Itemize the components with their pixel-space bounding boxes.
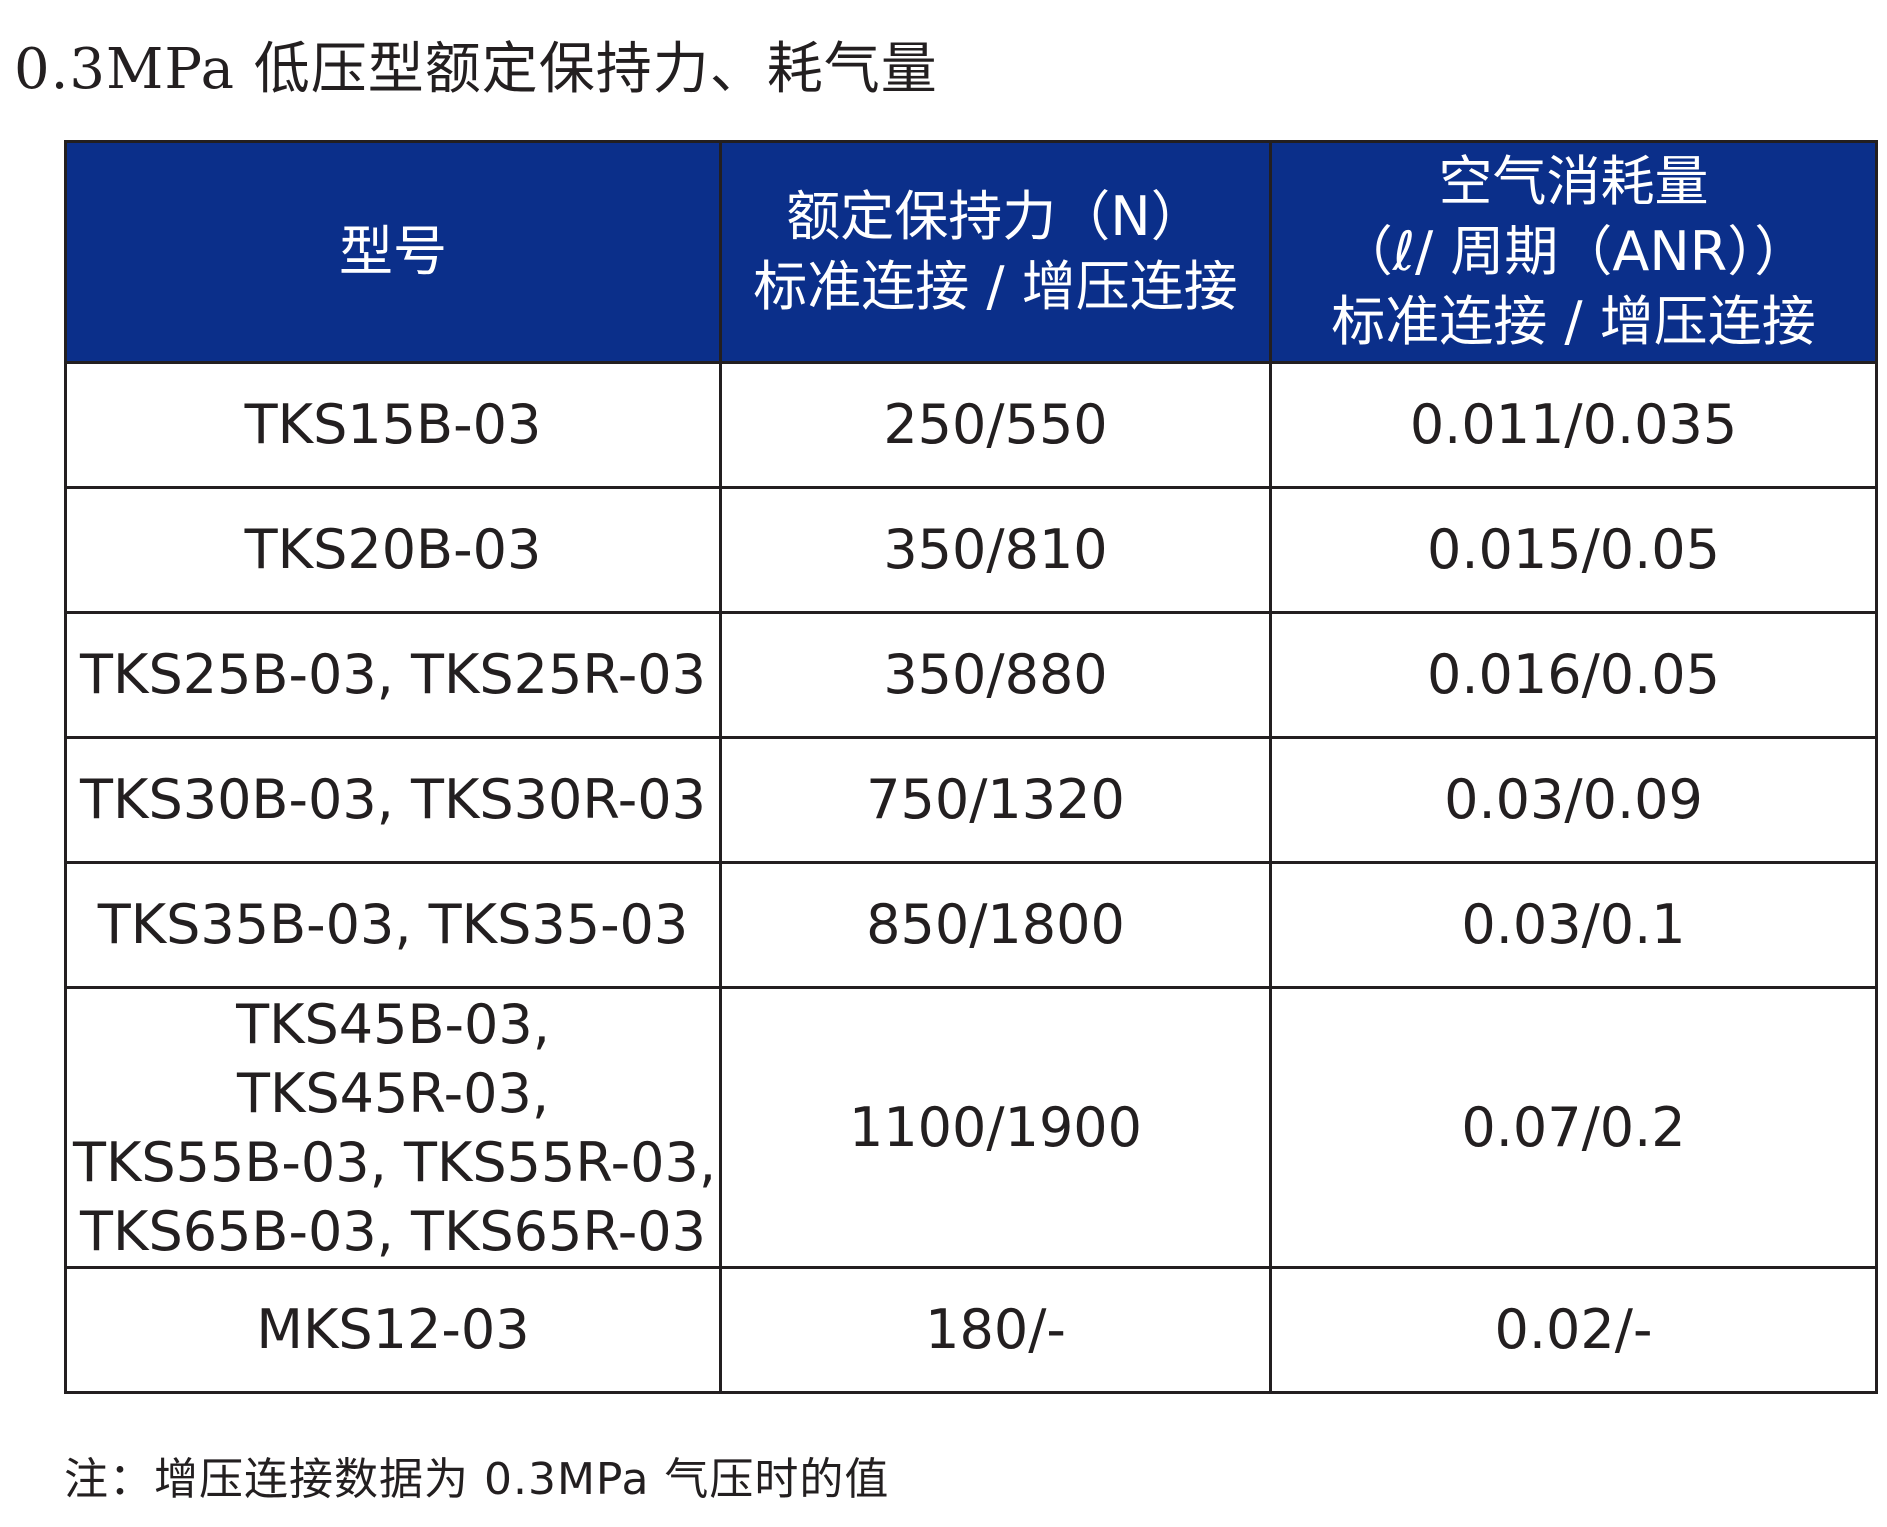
table-row: TKS30B-03, TKS30R-03 750/1320 0.03/0.09 — [64, 736, 1878, 864]
header-air-line: 标准连接 / 增压连接 — [1331, 290, 1816, 353]
force-cell: 850/1800 — [719, 861, 1272, 989]
air-cell: 0.02/- — [1269, 1266, 1878, 1394]
footnote: 注：增压连接数据为 0.3MPa 气压时的值 — [64, 1454, 890, 1505]
header-holding-force: 额定保持力（N） 标准连接 / 增压连接 — [719, 140, 1272, 364]
model-line: MKS12-03 — [256, 1298, 530, 1361]
air-cell: 0.07/0.2 — [1269, 986, 1878, 1269]
model-cell: TKS15B-03 — [64, 361, 722, 489]
model-line: TKS55B-03, TKS55R-03, — [73, 1130, 717, 1194]
table-row: MKS12-03 180/- 0.02/- — [64, 1266, 1878, 1394]
header-air-line: 空气消耗量 — [1438, 150, 1709, 213]
model-line: TKS25B-03, TKS25R-03 — [80, 643, 706, 706]
table-row: TKS25B-03, TKS25R-03 350/880 0.016/0.05 — [64, 611, 1878, 739]
table-row: TKS15B-03 250/550 0.011/0.035 — [64, 361, 1878, 489]
force-cell: 180/- — [719, 1266, 1272, 1394]
table-row: TKS45B-03, TKS45R-03, TKS55B-03, TKS55R-… — [64, 986, 1878, 1269]
model-cell: TKS30B-03, TKS30R-03 — [64, 736, 722, 864]
model-cell: MKS12-03 — [64, 1266, 722, 1394]
air-cell: 0.03/0.09 — [1269, 736, 1878, 864]
header-force-line: 标准连接 / 增压连接 — [753, 255, 1238, 318]
model-line: TKS20B-03 — [244, 518, 542, 581]
table-row: TKS35B-03, TKS35-03 850/1800 0.03/0.1 — [64, 861, 1878, 989]
page-title: 0.3MPa 低压型额定保持力、耗气量 — [14, 37, 938, 102]
model-line: TKS35B-03, TKS35-03 — [97, 893, 689, 956]
header-model-line: 型号 — [339, 220, 447, 283]
model-cell: TKS45B-03, TKS45R-03, TKS55B-03, TKS55R-… — [64, 986, 722, 1269]
model-cell: TKS20B-03 — [64, 486, 722, 614]
header-air-consumption: 空气消耗量 （ℓ/ 周期（ANR）） 标准连接 / 增压连接 — [1269, 140, 1878, 364]
model-line: TKS45B-03, — [236, 992, 550, 1056]
model-line: TKS45R-03, — [236, 1061, 550, 1125]
air-cell: 0.015/0.05 — [1269, 486, 1878, 614]
model-line: TKS15B-03 — [244, 393, 542, 456]
force-cell: 1100/1900 — [719, 986, 1272, 1269]
air-cell: 0.011/0.035 — [1269, 361, 1878, 489]
force-cell: 350/810 — [719, 486, 1272, 614]
force-cell: 750/1320 — [719, 736, 1272, 864]
model-line: TKS30B-03, TKS30R-03 — [80, 768, 706, 831]
spec-table: 型号 额定保持力（N） 标准连接 / 增压连接 空气消耗量 （ℓ/ 周期（ANR… — [64, 140, 1878, 1394]
model-cell: TKS35B-03, TKS35-03 — [64, 861, 722, 989]
force-cell: 350/880 — [719, 611, 1272, 739]
force-cell: 250/550 — [719, 361, 1272, 489]
header-model: 型号 — [64, 140, 722, 364]
air-cell: 0.03/0.1 — [1269, 861, 1878, 989]
model-cell: TKS25B-03, TKS25R-03 — [64, 611, 722, 739]
air-cell: 0.016/0.05 — [1269, 611, 1878, 739]
table-row: TKS20B-03 350/810 0.015/0.05 — [64, 486, 1878, 614]
header-air-line: （ℓ/ 周期（ANR）） — [1338, 220, 1809, 283]
model-line: TKS65B-03, TKS65R-03 — [80, 1199, 706, 1263]
header-force-line: 额定保持力（N） — [786, 185, 1205, 248]
table-header-row: 型号 额定保持力（N） 标准连接 / 增压连接 空气消耗量 （ℓ/ 周期（ANR… — [64, 140, 1878, 364]
